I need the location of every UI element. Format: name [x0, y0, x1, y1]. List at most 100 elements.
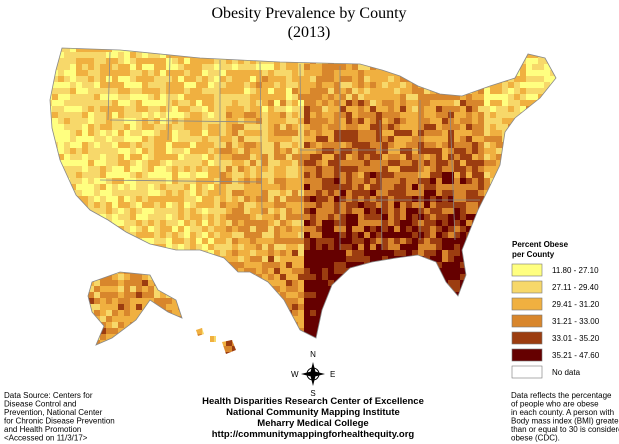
county-cell — [322, 154, 329, 161]
county-cell — [508, 58, 515, 65]
county-cell — [184, 148, 191, 155]
county-cell — [346, 256, 353, 263]
county-cell — [352, 352, 359, 354]
county-cell — [268, 160, 275, 167]
county-cell — [214, 94, 221, 101]
county-cell — [130, 40, 136, 46]
county-cell — [64, 250, 71, 257]
county-cell — [418, 94, 425, 101]
county-cell — [238, 52, 245, 59]
county-cell — [478, 286, 485, 293]
county-cell — [370, 142, 377, 149]
county-cell — [328, 154, 335, 161]
county-cell — [268, 316, 275, 323]
county-cell — [526, 160, 533, 167]
county-cell — [196, 346, 203, 353]
county-cell — [280, 52, 287, 59]
county-cell — [472, 322, 479, 329]
county-cell — [382, 70, 389, 77]
county-cell — [160, 148, 167, 155]
county-cell — [238, 184, 245, 191]
county-cell — [316, 172, 323, 179]
county-cell — [262, 292, 269, 299]
county-cell — [502, 352, 509, 354]
county-cell — [460, 214, 467, 221]
county-cell — [256, 292, 263, 299]
county-cell — [322, 244, 329, 251]
county-cell — [262, 280, 269, 287]
county-cell — [208, 346, 215, 353]
legend-title: Percent Obese — [512, 240, 569, 249]
county-cell — [370, 322, 377, 329]
county-cell — [256, 196, 263, 203]
county-cell — [454, 124, 461, 131]
county-cell — [148, 262, 155, 269]
county-cell — [112, 226, 119, 233]
county-cell — [310, 172, 317, 179]
county-cell — [436, 118, 443, 125]
county-cell — [142, 274, 149, 281]
county-cell — [538, 124, 545, 131]
county-cell — [238, 112, 245, 119]
county-cell — [388, 154, 395, 161]
county-cell — [406, 238, 413, 245]
county-cell — [400, 286, 407, 293]
county-cell — [124, 100, 131, 107]
county-cell — [88, 328, 95, 335]
county-cell — [442, 40, 448, 46]
county-cell — [466, 172, 473, 179]
county-cell — [124, 358, 130, 364]
county-cell — [334, 226, 341, 233]
county-cell — [394, 238, 401, 245]
county-cell — [370, 292, 377, 299]
county-cell — [58, 208, 65, 215]
county-cell — [292, 274, 299, 281]
county-cell — [226, 118, 233, 125]
county-cell — [346, 82, 353, 89]
county-cell — [100, 226, 107, 233]
county-cell — [502, 214, 509, 221]
county-cell — [376, 208, 383, 215]
county-cell — [436, 358, 442, 364]
county-cell — [340, 304, 347, 311]
county-cell — [50, 280, 53, 287]
county-cell — [106, 340, 113, 347]
county-cell — [460, 172, 467, 179]
county-cell — [148, 322, 155, 329]
county-cell — [76, 340, 83, 347]
county-cell — [274, 64, 281, 71]
county-cell — [352, 340, 359, 347]
county-cell — [550, 202, 556, 209]
county-cell — [448, 262, 455, 269]
county-cell — [184, 82, 191, 89]
county-cell — [424, 220, 431, 227]
county-cell — [232, 214, 239, 221]
county-cell — [82, 196, 89, 203]
county-cell — [532, 142, 539, 149]
county-cell — [562, 166, 568, 172]
county-cell — [226, 148, 233, 155]
county-cell — [346, 238, 353, 245]
county-cell — [472, 136, 479, 143]
county-cell — [394, 148, 401, 155]
county-cell — [400, 118, 407, 125]
county-cell — [268, 202, 275, 209]
county-cell — [430, 166, 437, 173]
county-cell — [304, 298, 311, 305]
county-cell — [208, 232, 215, 239]
county-cell — [148, 286, 155, 293]
county-cell — [274, 214, 281, 221]
county-cell — [394, 172, 401, 179]
county-cell — [340, 334, 347, 341]
county-cell — [298, 256, 305, 263]
county-cell — [214, 334, 221, 341]
legend-swatch — [511, 331, 543, 345]
note-line: in each county. A person with — [511, 408, 614, 417]
county-cell — [244, 322, 251, 329]
county-cell — [232, 322, 239, 329]
county-cell — [124, 118, 131, 125]
county-cell — [52, 352, 59, 354]
county-cell — [202, 124, 209, 131]
county-cell — [214, 352, 221, 354]
county-cell — [514, 172, 521, 179]
